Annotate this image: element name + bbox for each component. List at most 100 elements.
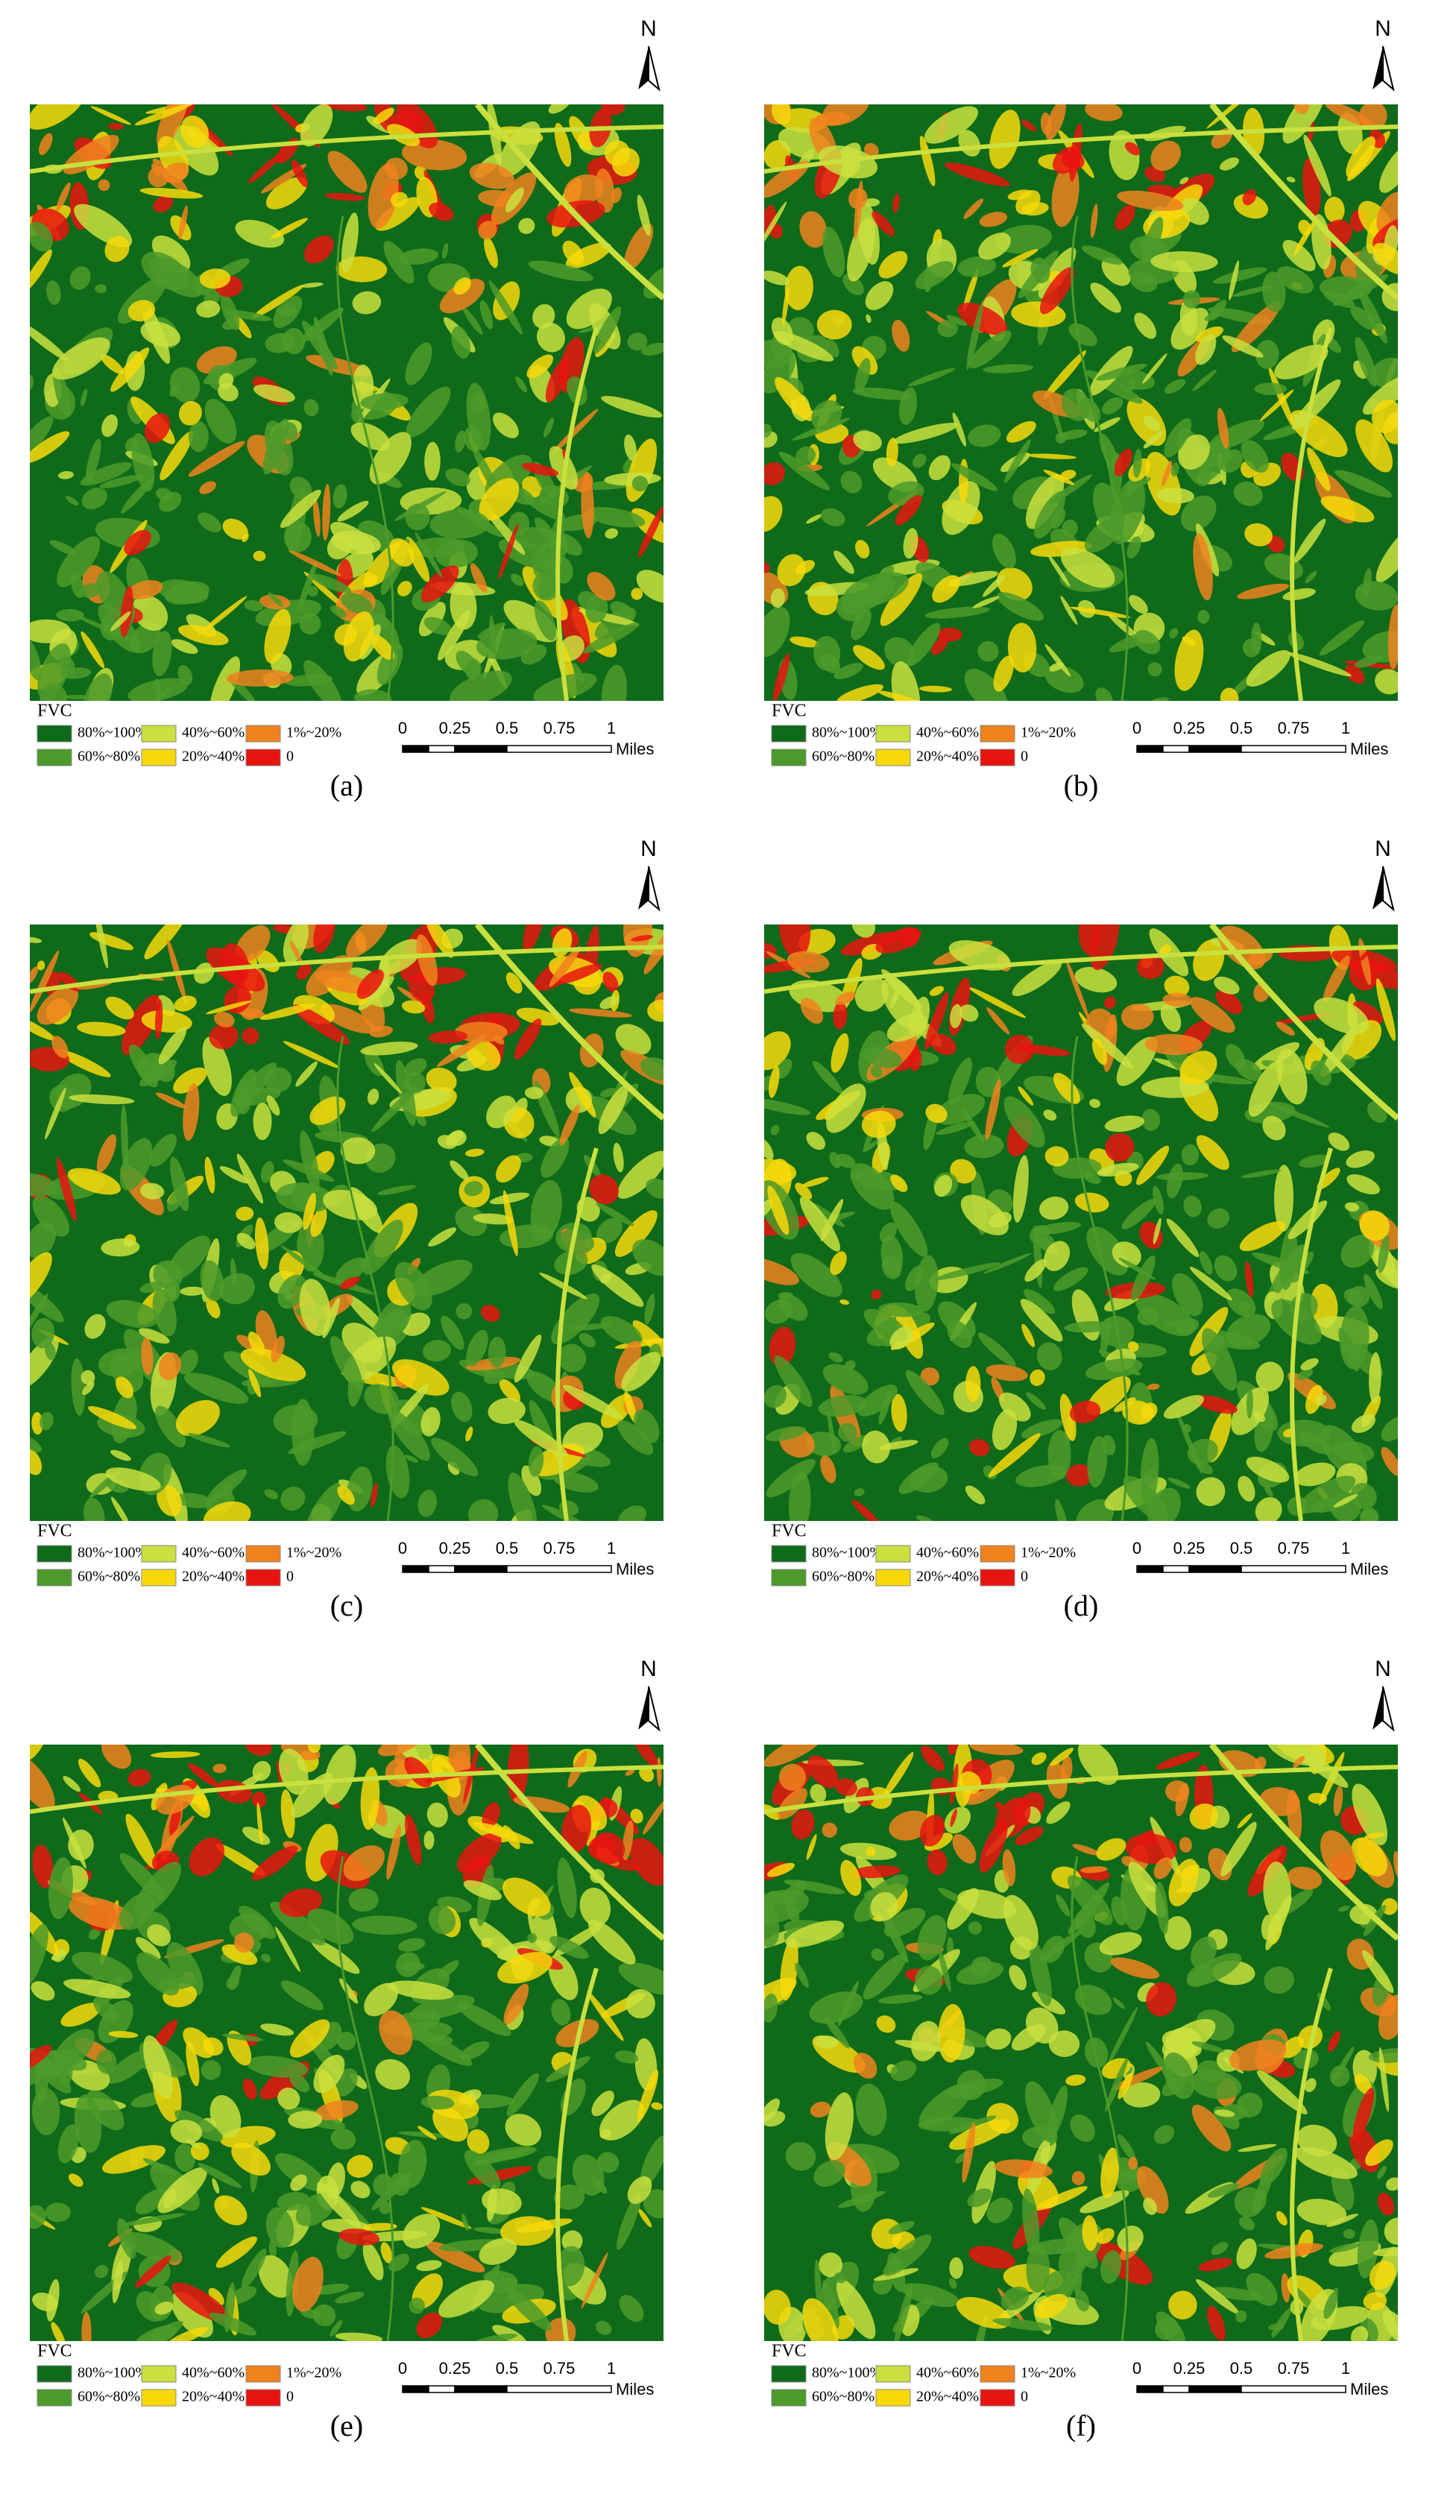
north-arrow (1382, 45, 1395, 92)
land-patch (1343, 2228, 1355, 2239)
land-patch (1338, 1905, 1350, 1912)
land-patch (49, 540, 77, 555)
land-patch (1147, 1487, 1181, 1521)
land-patch (1126, 536, 1141, 559)
land-patch (1276, 1048, 1308, 1105)
land-patch (198, 2163, 242, 2188)
land-patch (155, 999, 163, 1040)
road (555, 1147, 599, 1521)
legend-label: 20%~40% (182, 749, 245, 765)
legend-swatch (37, 749, 72, 766)
land-patch (108, 123, 124, 130)
land-patch (253, 384, 295, 403)
land-patch (989, 110, 1021, 169)
land-patch (404, 1058, 427, 1077)
land-patch (929, 1033, 957, 1055)
land-patch (1305, 1385, 1323, 1414)
land-patch (383, 241, 415, 284)
land-patch (1003, 1096, 1045, 1148)
land-patch (204, 1156, 215, 1194)
land-patch (865, 281, 894, 310)
legend-label: 20%~40% (182, 2389, 245, 2405)
land-patch (214, 1011, 235, 1027)
land-patch (632, 1239, 664, 1276)
land-patch (820, 1455, 836, 1484)
land-patch (100, 354, 125, 375)
land-patch (1333, 1786, 1343, 1816)
land-patch (163, 2188, 177, 2208)
land-patch (1101, 1434, 1116, 1456)
land-patch (564, 174, 604, 206)
land-patch (307, 1908, 354, 1944)
land-patch (777, 554, 806, 587)
land-patch (136, 1952, 180, 1996)
land-patch (296, 963, 312, 980)
land-patch (167, 939, 186, 1004)
land-patch (1207, 2183, 1240, 2198)
land-patch (67, 1168, 122, 1195)
land-patch (790, 636, 819, 648)
land-patch (291, 1773, 333, 1818)
land-patch (469, 1918, 522, 1965)
legend-label: 1%~20% (286, 1545, 341, 1561)
scale-unit: Miles (616, 740, 654, 758)
land-patch (312, 2304, 336, 2327)
land-patch (289, 2019, 330, 2058)
land-patch (1293, 104, 1310, 114)
land-patch (1070, 606, 1131, 618)
land-patch (410, 1994, 475, 2020)
land-patch (1352, 1783, 1387, 1845)
land-patch (280, 1980, 324, 2011)
land-patch (1355, 336, 1378, 387)
land-patch (1191, 2041, 1224, 2053)
land-patch (915, 1965, 943, 1995)
land-patch (541, 1137, 570, 1178)
land-patch (555, 533, 582, 556)
land-patch (1035, 2186, 1088, 2211)
land-patch (770, 588, 785, 608)
land-patch (992, 2318, 1053, 2331)
land-patch (1375, 669, 1398, 695)
legend-title: FVC (772, 702, 807, 721)
land-patch (160, 431, 194, 481)
land-patch (1114, 448, 1132, 476)
land-patch (335, 2332, 383, 2341)
legend-label: 80%~100% (78, 2365, 148, 2381)
north-arrow (638, 46, 649, 89)
land-patch (1084, 2037, 1109, 2068)
land-patch (581, 2252, 608, 2309)
land-patch (333, 484, 347, 509)
land-patch (1237, 583, 1290, 599)
legend-swatch (980, 725, 1015, 743)
land-patch (1311, 1060, 1331, 1086)
land-patch (1349, 1903, 1378, 1925)
land-patch (30, 416, 54, 466)
land-patch (1276, 1021, 1295, 1036)
land-patch (151, 1751, 201, 1758)
land-patch (1050, 508, 1066, 529)
land-patch (795, 1182, 813, 1200)
land-patch (963, 198, 984, 219)
land-patch (1202, 1328, 1238, 1391)
land-patch (1095, 687, 1113, 701)
land-patch (890, 987, 900, 1009)
land-patch (80, 462, 132, 486)
land-patch (30, 1447, 42, 1475)
land-patch (1333, 1493, 1358, 1508)
land-patch (624, 434, 637, 462)
land-patch (1060, 547, 1115, 588)
land-patch (1069, 1400, 1101, 1423)
land-patch (764, 423, 772, 438)
land-patch (1320, 1027, 1358, 1077)
legend-label: 60%~80% (78, 749, 140, 765)
panel: NFVC80%~100%60%~80%40%~60%20%~40%1%~20%0… (30, 16, 664, 802)
land-patch (420, 2095, 455, 2110)
land-patch (1259, 389, 1294, 421)
land-patch (1199, 1251, 1213, 1275)
land-patch (967, 2188, 992, 2208)
land-patch (613, 1142, 624, 1173)
land-patch (1254, 1411, 1266, 1423)
land-patch (416, 2312, 443, 2339)
land-patch (98, 179, 110, 192)
legend-label: 0 (1021, 2389, 1028, 2405)
